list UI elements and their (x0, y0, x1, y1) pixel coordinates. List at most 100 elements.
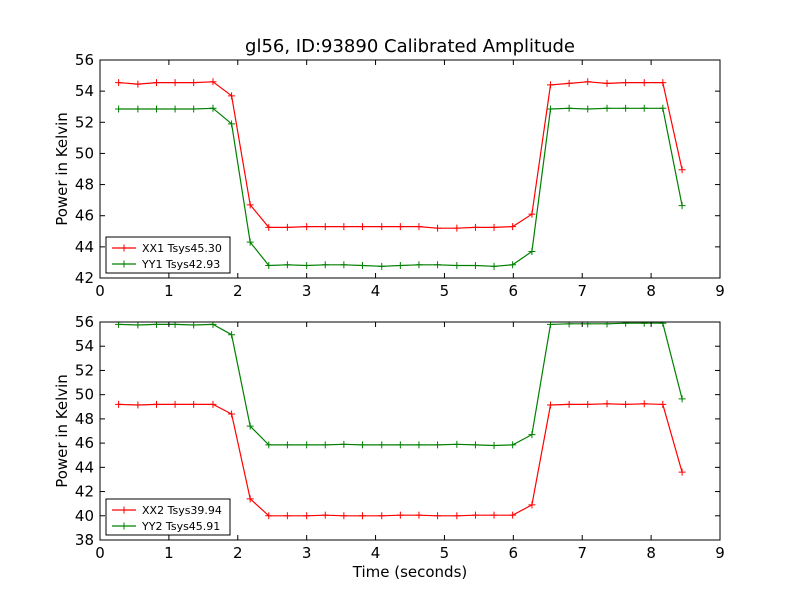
data-point (246, 422, 254, 430)
x-tick-label: 4 (371, 282, 381, 300)
data-point (190, 79, 198, 87)
data-point (378, 223, 386, 231)
data-point (340, 223, 348, 231)
x-tick-label: 9 (715, 282, 725, 300)
data-point (678, 166, 686, 174)
y-tick-label: 54 (75, 337, 94, 355)
data-point (659, 322, 667, 327)
data-point (209, 400, 217, 408)
data-point (396, 262, 404, 270)
data-point (134, 80, 142, 88)
data-point (321, 223, 329, 231)
data-point (340, 512, 348, 520)
data-point (228, 331, 236, 339)
data-point (453, 512, 461, 520)
data-point (453, 224, 461, 232)
data-point (115, 79, 123, 87)
data-point (415, 441, 423, 449)
x-tick-label: 1 (164, 282, 174, 300)
legend: XX1 Tsys45.30 YY1 Tsys42.93 (105, 236, 231, 274)
plot-frame (99, 59, 721, 279)
data-point (434, 441, 442, 449)
data-point (490, 223, 498, 231)
series-line-1 (118, 81, 683, 229)
data-point (471, 511, 479, 519)
y-tick-label: 50 (75, 386, 94, 404)
data-point (659, 104, 667, 112)
data-point (640, 322, 648, 327)
data-point (283, 223, 291, 231)
data-point (584, 322, 592, 328)
x-tick-label: 7 (577, 282, 587, 300)
data-point (603, 79, 611, 87)
y-tick-label: 40 (75, 507, 94, 525)
x-tick-label: 1 (164, 544, 174, 562)
y-axis-label: Power in Kelvin (53, 374, 71, 488)
data-point (640, 79, 648, 87)
data-point (584, 105, 592, 113)
data-point (547, 81, 555, 89)
data-point (378, 512, 386, 520)
data-point (321, 261, 329, 269)
data-point (152, 105, 160, 113)
data-point (209, 104, 217, 112)
x-axis-label: Time (seconds) (352, 563, 468, 581)
y-tick-label: 42 (75, 483, 94, 501)
data-point (134, 105, 142, 113)
data-point (584, 400, 592, 408)
y-tick-label: 38 (75, 531, 94, 549)
data-point (471, 262, 479, 270)
data-point (547, 105, 555, 113)
data-point (209, 78, 217, 86)
data-point (340, 440, 348, 448)
x-tick-label: 8 (646, 544, 656, 562)
data-point (528, 248, 536, 256)
data-point (246, 201, 254, 209)
data-point (171, 400, 179, 408)
x-tick-label: 8 (646, 282, 656, 300)
x-tick-label: 6 (509, 282, 519, 300)
x-tick-label: 5 (440, 282, 450, 300)
x-tick-label: 4 (371, 544, 381, 562)
data-point (622, 322, 630, 327)
data-point (509, 511, 517, 519)
figure-title: gl56, ID:93890 Calibrated Amplitude (245, 36, 575, 57)
data-point (265, 441, 273, 449)
data-point (246, 238, 254, 246)
legend-marker (120, 506, 128, 514)
data-point (134, 322, 142, 329)
data-point (603, 104, 611, 112)
data-point (453, 440, 461, 448)
data-point (152, 400, 160, 408)
legend-box (105, 498, 231, 536)
data-point (152, 79, 160, 87)
data-point (565, 104, 573, 112)
data-point (115, 105, 123, 113)
y-tick-label: 42 (75, 269, 94, 287)
data-point (265, 262, 273, 270)
data-point (283, 261, 291, 269)
data-point (115, 400, 123, 408)
data-point (396, 223, 404, 231)
x-tick-label: 5 (440, 544, 450, 562)
legend-label-2: YY1 Tsys42.93 (141, 258, 220, 271)
data-point (190, 322, 198, 329)
data-point (303, 223, 311, 231)
legend-box (105, 236, 231, 274)
data-point (453, 262, 461, 270)
data-point (228, 92, 236, 100)
data-point (509, 223, 517, 231)
x-tick-label: 0 (95, 544, 105, 562)
data-point (190, 400, 198, 408)
data-point (358, 223, 366, 231)
plot-frame (99, 321, 721, 541)
x-tick-label: 2 (233, 282, 243, 300)
y-tick-label: 50 (75, 144, 94, 162)
legend: XX2 Tsys39.94 YY2 Tsys45.91 (105, 498, 231, 536)
series-group (115, 322, 686, 520)
x-tick-label: 9 (715, 544, 725, 562)
